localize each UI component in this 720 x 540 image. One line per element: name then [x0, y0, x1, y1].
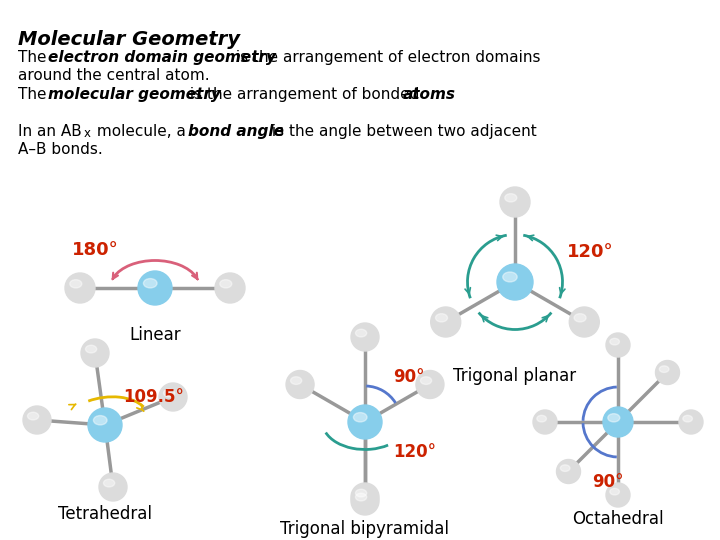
Ellipse shape — [655, 361, 680, 384]
Ellipse shape — [683, 415, 693, 422]
Ellipse shape — [143, 279, 157, 288]
Text: 90°: 90° — [593, 473, 624, 491]
Text: atoms: atoms — [403, 87, 456, 102]
Ellipse shape — [351, 483, 379, 511]
Ellipse shape — [570, 307, 599, 337]
Ellipse shape — [88, 408, 122, 442]
Text: x: x — [84, 127, 91, 140]
Ellipse shape — [660, 366, 669, 373]
Text: 180°: 180° — [71, 241, 118, 259]
Ellipse shape — [420, 377, 431, 384]
Ellipse shape — [23, 406, 51, 434]
Ellipse shape — [215, 273, 245, 303]
Ellipse shape — [27, 412, 39, 420]
Text: The: The — [18, 50, 51, 65]
Text: electron domain geometry: electron domain geometry — [48, 50, 276, 65]
Text: around the central atom.: around the central atom. — [18, 68, 210, 83]
Ellipse shape — [557, 460, 580, 483]
Ellipse shape — [537, 415, 546, 422]
Text: Trigonal bipyramidal: Trigonal bipyramidal — [281, 520, 449, 538]
Ellipse shape — [351, 487, 379, 515]
Ellipse shape — [610, 488, 619, 495]
Ellipse shape — [436, 314, 448, 322]
Ellipse shape — [86, 345, 96, 353]
Ellipse shape — [356, 489, 366, 497]
Text: is the angle between two adjacent: is the angle between two adjacent — [267, 124, 536, 139]
Text: .: . — [440, 87, 445, 102]
Ellipse shape — [606, 483, 630, 507]
Text: 120°: 120° — [393, 443, 436, 461]
Text: is the arrangement of bonded: is the arrangement of bonded — [185, 87, 424, 102]
Text: A–B bonds.: A–B bonds. — [18, 142, 103, 157]
Ellipse shape — [431, 307, 461, 337]
Ellipse shape — [533, 410, 557, 434]
Text: is the arrangement of electron domains: is the arrangement of electron domains — [231, 50, 541, 65]
Ellipse shape — [497, 264, 533, 300]
Ellipse shape — [500, 187, 530, 217]
Ellipse shape — [610, 339, 619, 345]
Text: Tetrahedral: Tetrahedral — [58, 505, 152, 523]
Ellipse shape — [603, 407, 633, 437]
Ellipse shape — [81, 339, 109, 367]
Ellipse shape — [354, 413, 367, 422]
Text: Octahedral: Octahedral — [572, 510, 664, 528]
Ellipse shape — [94, 416, 107, 425]
Text: molecule, a: molecule, a — [92, 124, 191, 139]
Text: molecular geometry: molecular geometry — [48, 87, 221, 102]
Ellipse shape — [574, 314, 586, 322]
Text: 90°: 90° — [393, 368, 425, 386]
Text: Trigonal planar: Trigonal planar — [454, 367, 577, 385]
Ellipse shape — [505, 194, 517, 202]
Ellipse shape — [503, 272, 517, 282]
Ellipse shape — [356, 329, 366, 337]
Ellipse shape — [104, 479, 114, 487]
Text: bond angle: bond angle — [188, 124, 284, 139]
Ellipse shape — [70, 280, 82, 288]
Ellipse shape — [138, 271, 172, 305]
Ellipse shape — [356, 493, 366, 501]
Ellipse shape — [416, 370, 444, 399]
Ellipse shape — [608, 414, 620, 422]
Text: 120°: 120° — [567, 243, 613, 261]
Text: The: The — [18, 87, 51, 102]
Ellipse shape — [65, 273, 95, 303]
Ellipse shape — [286, 370, 314, 399]
Ellipse shape — [351, 323, 379, 351]
Ellipse shape — [606, 333, 630, 357]
Text: Linear: Linear — [129, 326, 181, 344]
Ellipse shape — [348, 405, 382, 439]
Ellipse shape — [291, 377, 302, 384]
Ellipse shape — [220, 280, 232, 288]
Ellipse shape — [99, 473, 127, 501]
Ellipse shape — [560, 465, 570, 471]
Ellipse shape — [163, 389, 175, 397]
Ellipse shape — [679, 410, 703, 434]
Text: Molecular Geometry: Molecular Geometry — [18, 30, 240, 49]
Text: 109.5°: 109.5° — [123, 388, 184, 406]
Ellipse shape — [159, 383, 187, 411]
Text: In an AB: In an AB — [18, 124, 82, 139]
